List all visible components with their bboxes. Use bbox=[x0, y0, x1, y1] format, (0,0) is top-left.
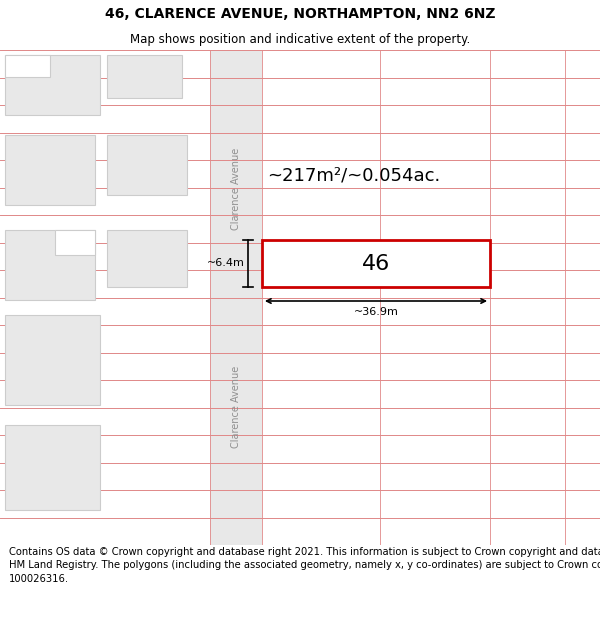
Text: ~6.4m: ~6.4m bbox=[207, 259, 245, 269]
Text: 46: 46 bbox=[362, 254, 390, 274]
Bar bbox=[5, 230, 95, 300]
Bar bbox=[262, 240, 490, 287]
Bar bbox=[107, 55, 182, 98]
Text: ~217m²/~0.054ac.: ~217m²/~0.054ac. bbox=[267, 166, 440, 184]
Text: Map shows position and indicative extent of the property.: Map shows position and indicative extent… bbox=[130, 32, 470, 46]
Bar bbox=[5, 55, 100, 115]
Bar bbox=[5, 55, 50, 77]
Bar bbox=[5, 135, 95, 205]
Text: Clarence Avenue: Clarence Avenue bbox=[231, 148, 241, 230]
Bar bbox=[5, 425, 100, 510]
Bar bbox=[210, 50, 262, 545]
Bar bbox=[55, 230, 95, 255]
Bar bbox=[55, 230, 95, 255]
Text: 46, CLARENCE AVENUE, NORTHAMPTON, NN2 6NZ: 46, CLARENCE AVENUE, NORTHAMPTON, NN2 6N… bbox=[105, 7, 495, 21]
Bar bbox=[107, 230, 187, 287]
Text: ~36.9m: ~36.9m bbox=[353, 307, 398, 317]
Bar bbox=[107, 135, 187, 195]
Bar bbox=[5, 55, 50, 77]
Text: Clarence Avenue: Clarence Avenue bbox=[231, 365, 241, 448]
Bar bbox=[5, 315, 100, 405]
Text: Contains OS data © Crown copyright and database right 2021. This information is : Contains OS data © Crown copyright and d… bbox=[9, 547, 600, 584]
